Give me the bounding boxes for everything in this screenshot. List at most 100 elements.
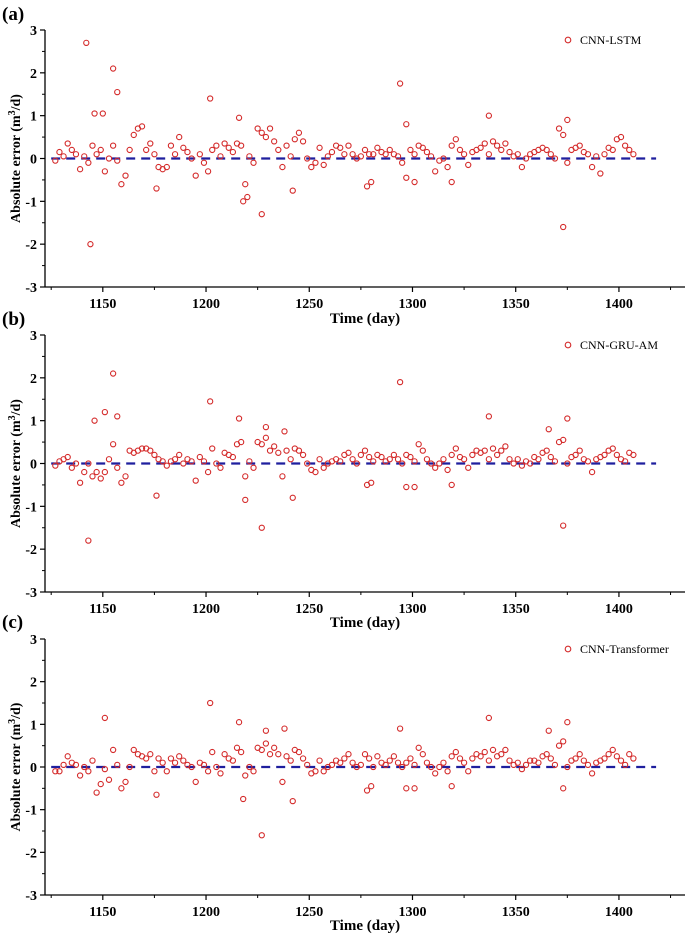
data-point: [368, 783, 375, 790]
data-point: [576, 142, 583, 149]
x-tick-label: 1250: [295, 905, 323, 920]
data-point: [283, 447, 290, 454]
data-point: [510, 460, 517, 467]
data-point: [105, 456, 113, 463]
y-tick-label: -1: [25, 195, 37, 210]
y-tick-label: -3: [25, 889, 37, 904]
y-tick-label: 3: [30, 329, 37, 344]
data-point: [122, 778, 129, 786]
data-point: [242, 473, 249, 480]
data-point: [109, 142, 117, 149]
data-point: [72, 151, 80, 158]
data-point: [85, 460, 92, 467]
data-point: [535, 456, 542, 463]
data-point: [320, 464, 327, 471]
data-point: [235, 415, 243, 422]
data-point: [114, 464, 121, 471]
data-point: [72, 460, 80, 467]
data-point: [188, 763, 195, 771]
data-point: [283, 142, 290, 149]
data-point: [235, 114, 243, 121]
x-tick-label: 1200: [192, 297, 220, 312]
data-point: [368, 178, 375, 186]
y-axis-label: Absolute error (m3/d): [7, 94, 24, 223]
data-point: [378, 453, 385, 461]
data-point: [155, 755, 162, 762]
data-point: [271, 744, 278, 751]
data-point: [396, 80, 404, 87]
data-point: [522, 761, 530, 769]
data-point: [60, 761, 67, 769]
data-point: [337, 759, 344, 766]
data-point: [506, 456, 513, 463]
data-point: [564, 460, 571, 467]
data-point: [617, 757, 625, 764]
data-point: [436, 460, 443, 467]
data-point: [93, 789, 100, 796]
panel-label: (c): [2, 612, 23, 633]
data-point: [448, 178, 455, 186]
data-point: [349, 759, 356, 766]
data-point: [588, 770, 596, 777]
data-point: [588, 163, 596, 171]
data-point: [109, 746, 117, 754]
data-point: [498, 146, 505, 154]
data-point: [456, 146, 464, 154]
data-point: [547, 755, 554, 762]
data-point: [514, 456, 521, 463]
panel-1: (b) -3 -2 -1 0 1 2 3 1150 1200 1250 1300 1350 1400 Tim…: [2, 309, 685, 631]
data-point: [105, 155, 113, 162]
data-point: [262, 434, 270, 441]
data-point: [204, 768, 212, 775]
data-point: [176, 753, 183, 760]
data-point: [76, 479, 84, 486]
x-tick-label: 1350: [502, 602, 530, 617]
data-point: [180, 460, 187, 467]
panel-label: (b): [2, 309, 25, 330]
data-point: [114, 88, 121, 96]
data-point: [361, 751, 369, 758]
data-point: [403, 483, 410, 491]
data-point: [477, 144, 484, 151]
data-point: [506, 148, 513, 156]
data-point: [469, 755, 476, 762]
data-point: [432, 464, 439, 471]
data-point: [101, 714, 109, 722]
data-point: [551, 761, 559, 769]
data-point: [89, 142, 96, 149]
data-point: [444, 163, 451, 171]
data-point: [281, 428, 288, 435]
data-point: [436, 763, 443, 771]
data-point: [601, 451, 608, 459]
data-point: [349, 456, 356, 463]
data-point: [452, 748, 459, 756]
data-point: [262, 740, 270, 747]
x-tick-label: 1200: [192, 905, 220, 920]
data-point: [485, 151, 493, 158]
data-point: [93, 468, 100, 476]
data-point: [489, 138, 497, 145]
data-point: [551, 155, 559, 162]
y-tick-label: -3: [25, 281, 37, 296]
data-point: [465, 464, 472, 471]
data-point: [246, 763, 253, 771]
data-point: [427, 460, 435, 467]
data-point: [374, 753, 381, 760]
data-point: [188, 458, 195, 465]
data-point: [204, 168, 212, 175]
data-point: [560, 738, 567, 745]
data-point: [621, 761, 629, 769]
data-point: [432, 770, 439, 777]
data-point: [76, 166, 84, 173]
data-point: [328, 761, 336, 769]
data-point: [163, 462, 170, 469]
data-point: [584, 151, 592, 158]
x-tick-label: 1300: [398, 602, 426, 617]
data-point: [498, 751, 505, 758]
data-point: [192, 172, 199, 179]
data-point: [370, 763, 377, 771]
data-point: [68, 464, 75, 471]
data-point: [85, 537, 92, 544]
x-tick-label: 1400: [605, 297, 633, 312]
data-point: [130, 131, 137, 139]
